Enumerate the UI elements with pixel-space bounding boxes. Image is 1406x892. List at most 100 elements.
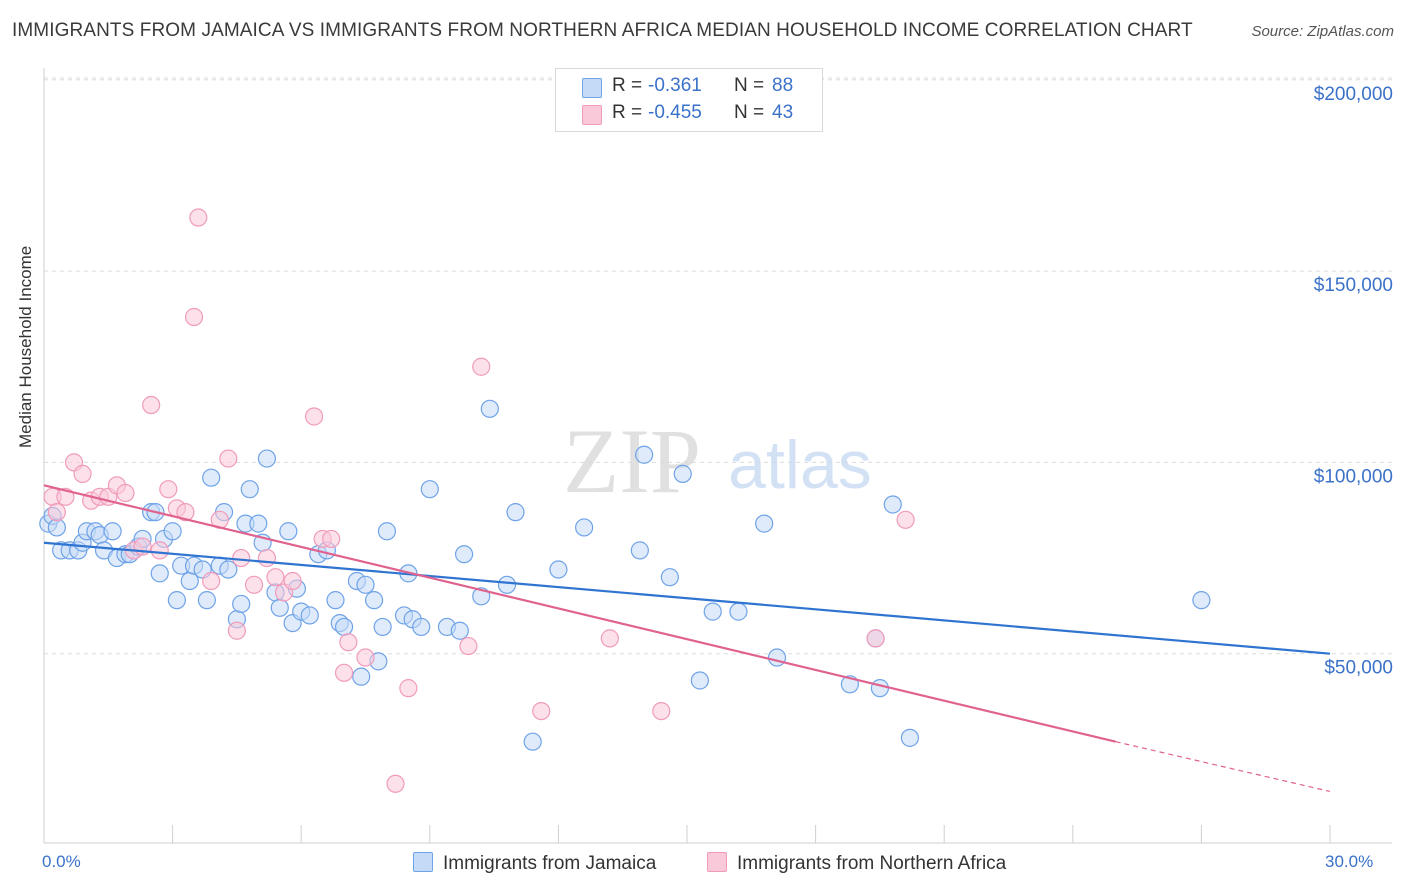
jamaica-point [729, 602, 748, 621]
jamaica-point [900, 728, 920, 747]
northern-africa-point [356, 648, 375, 667]
northern-africa-swatch [582, 105, 602, 125]
northern-africa-point [283, 571, 302, 591]
jamaica-point [300, 606, 319, 625]
jamaica-point [373, 617, 392, 637]
northern-africa-point [600, 629, 619, 648]
jamaica-point [450, 621, 469, 640]
r-value: -0.455 [648, 102, 702, 123]
northern-africa-point [189, 208, 208, 227]
northern-africa-point [232, 548, 251, 568]
northern-africa-point [304, 407, 324, 426]
jamaica-point [219, 560, 238, 579]
chart-title: IMMIGRANTS FROM JAMAICA VS IMMIGRANTS FR… [12, 20, 1193, 41]
jamaica-point [47, 518, 66, 537]
northern-africa-point [142, 395, 161, 415]
northern-africa-point [202, 571, 221, 591]
northern-africa-point [866, 629, 885, 648]
northern-africa-point [399, 679, 418, 698]
source-credit: Source: ZipAtlas.com [1251, 23, 1394, 40]
northern-africa-point [150, 541, 169, 560]
jamaica-point [249, 514, 268, 533]
jamaica-point [197, 591, 216, 610]
northern-africa-point [472, 357, 491, 376]
bottom-legend-northern-africa: Immigrants from Northern Africa [707, 852, 1006, 875]
r-label: R = [612, 75, 643, 96]
northern-africa-point [184, 307, 204, 327]
correlation-legend: R = -0.361 N = 88 R = -0.455 N = 43 [555, 68, 823, 132]
northern-africa-point [47, 503, 66, 522]
bottom-legend-jamaica: Immigrants from Jamaica [413, 852, 656, 875]
northern-africa-point [266, 568, 285, 587]
jamaica-point [660, 568, 679, 587]
northern-africa-point [244, 575, 264, 594]
x-tick-label-max: 30.0% [1325, 852, 1374, 871]
jamaica-point [635, 445, 654, 464]
jamaica-point [103, 522, 122, 541]
jamaica-point [883, 495, 902, 514]
northern-africa-point [339, 633, 358, 652]
x-tick-label-min: 0.0% [42, 852, 81, 871]
jamaica-point [870, 679, 890, 698]
northern-africa-trend-line [43, 484, 1116, 743]
y-tick-label: $50,000 [1324, 658, 1393, 679]
n-label: N = [734, 102, 765, 123]
northern-africa-point [322, 529, 341, 549]
northern-africa-point [159, 480, 178, 499]
jamaica-point [549, 560, 568, 579]
jamaica-point [257, 449, 277, 468]
watermark-atlas: atlas [728, 427, 872, 503]
jamaica-point [690, 671, 709, 690]
n-value: 88 [772, 75, 794, 96]
northern-africa-point [116, 483, 135, 503]
y-tick-label: $150,000 [1314, 275, 1393, 296]
northern-africa-point [73, 464, 92, 483]
northern-africa-trend-extension [1115, 741, 1331, 793]
northern-africa-point [532, 701, 551, 721]
jamaica-point [755, 514, 774, 533]
jamaica-point [163, 522, 182, 541]
jamaica-point [412, 617, 431, 637]
jamaica-point [352, 667, 371, 686]
jamaica-point [1192, 591, 1211, 610]
jamaica-point [703, 602, 722, 621]
series-name: Immigrants from Northern Africa [737, 853, 1007, 874]
jamaica-point [497, 575, 517, 594]
northern-africa-point [176, 503, 195, 522]
jamaica-swatch [582, 78, 602, 98]
northern-africa-point [386, 774, 405, 793]
jamaica-point [630, 541, 649, 560]
jamaica-point [767, 648, 787, 667]
jamaica-point [480, 399, 499, 418]
jamaica-point [420, 480, 439, 499]
jamaica-point [202, 468, 221, 487]
jamaica-point [575, 518, 594, 537]
northern-africa-point [652, 701, 671, 721]
northern-africa-point [219, 449, 238, 468]
northern-africa-point [896, 510, 915, 529]
n-label: N = [734, 75, 765, 96]
northern-africa-point [227, 621, 246, 640]
jamaica-point [240, 480, 259, 499]
r-value: -0.361 [648, 75, 702, 96]
northern-africa-point [334, 663, 354, 682]
jamaica-trend-line [43, 541, 1331, 655]
jamaica-point [326, 591, 345, 610]
jamaica-point [232, 594, 251, 614]
northern-africa-swatch [707, 852, 727, 872]
jamaica-point [150, 564, 169, 583]
northern-africa-point [257, 548, 277, 568]
watermark-zip: ZIP [563, 410, 701, 512]
jamaica-point [506, 503, 525, 522]
jamaica-point [673, 464, 692, 483]
jamaica-point [377, 522, 397, 541]
y-tick-label: $200,000 [1314, 84, 1393, 105]
jamaica-point [356, 575, 375, 594]
jamaica-swatch [413, 852, 433, 872]
jamaica-point [364, 591, 384, 610]
jamaica-point [279, 522, 298, 541]
jamaica-point [167, 591, 186, 610]
jamaica-point [454, 545, 474, 564]
jamaica-point [334, 617, 354, 637]
r-label: R = [612, 102, 643, 123]
